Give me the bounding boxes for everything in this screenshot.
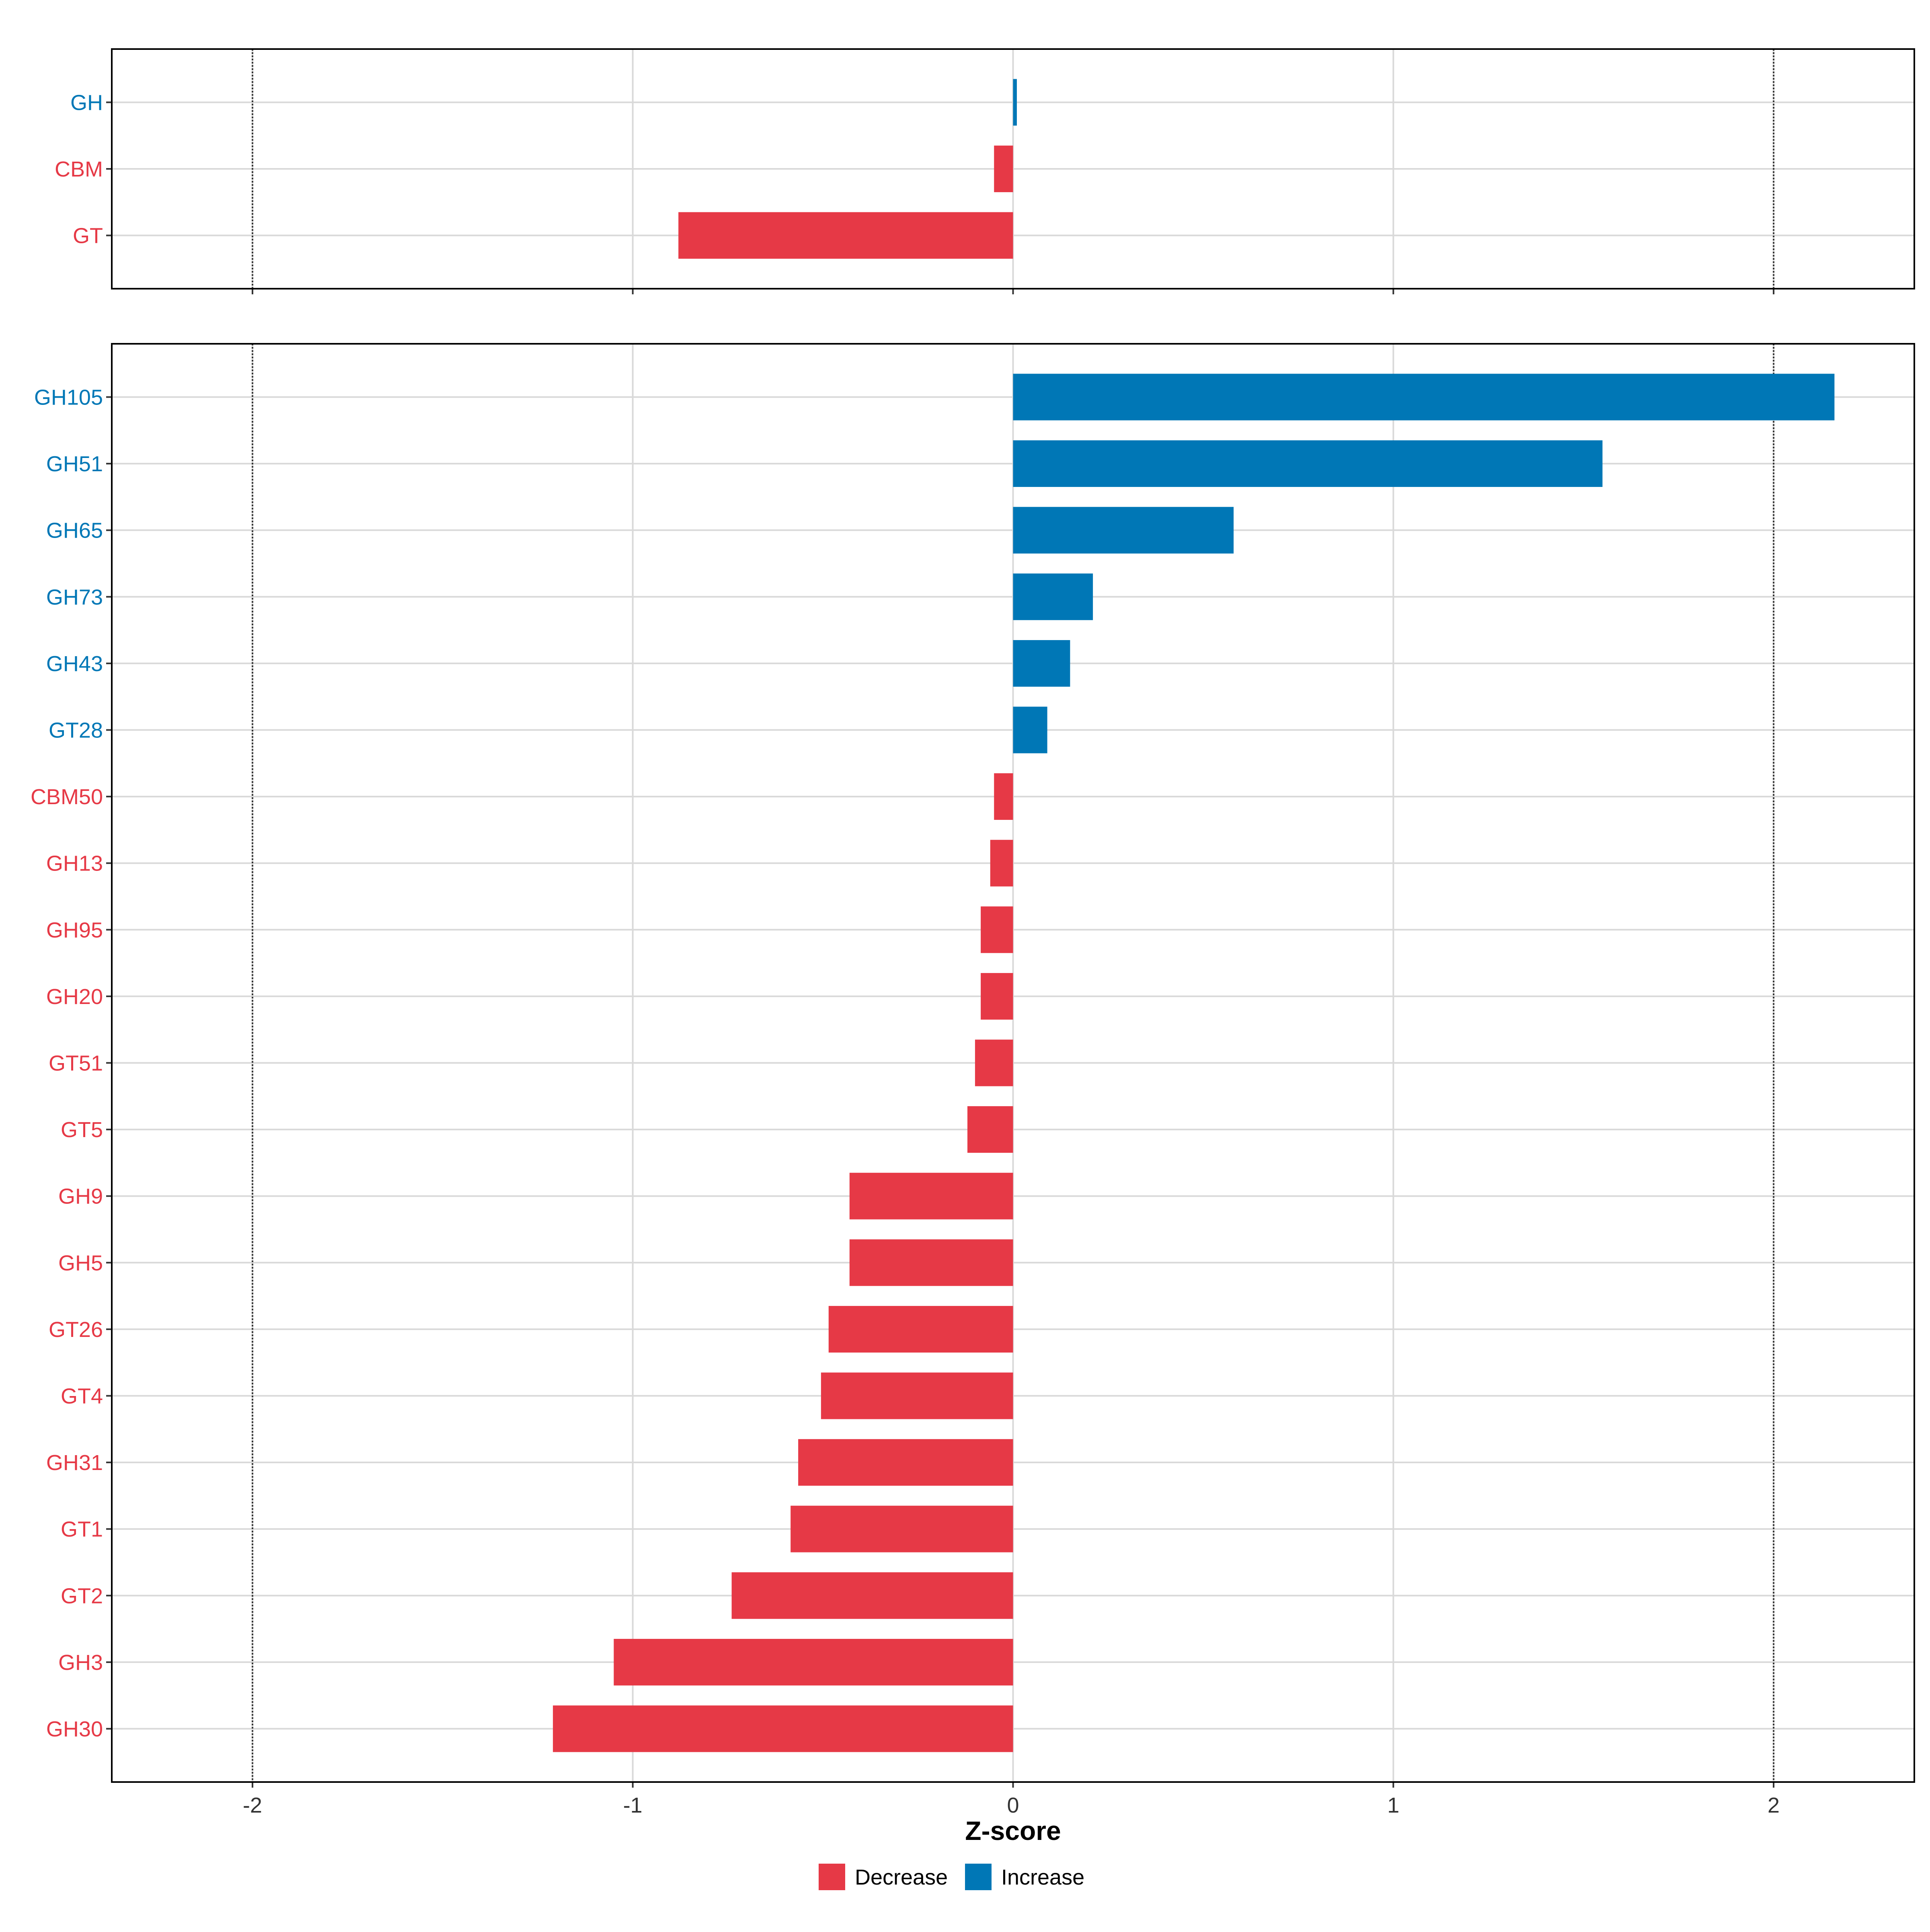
bar-gt2 [731,1572,1013,1619]
category-label: GH43 [46,652,103,676]
x-tick-label: -1 [623,1793,643,1817]
category-label: GT2 [61,1584,103,1608]
bar-gt26 [828,1306,1013,1353]
category-label: GH30 [46,1717,103,1741]
bar-gh9 [849,1172,1013,1220]
bar-gh73 [1013,573,1093,620]
category-label: GT28 [49,718,103,742]
category-label: GH95 [46,918,103,942]
bar-gh [1013,79,1017,126]
legend-label-decrease: Decrease [855,1865,948,1889]
x-tick-label: -2 [243,1793,262,1817]
category-label: GH13 [46,852,103,876]
x-tick-label: 2 [1768,1793,1780,1817]
bar-gh65 [1013,507,1234,554]
bar-gh31 [798,1439,1013,1486]
bar-gh30 [553,1705,1013,1752]
bar-gh3 [614,1638,1013,1686]
category-label: GH5 [58,1251,103,1275]
bar-gh105 [1013,374,1835,421]
bar-gt1 [790,1505,1013,1552]
legend-swatch-increase [965,1864,992,1890]
category-label: GH65 [46,519,103,543]
category-label: CBM50 [31,785,103,809]
category-label: GH31 [46,1451,103,1475]
bar-gt51 [975,1039,1013,1086]
bar-cbm [994,146,1013,192]
bar-gh13 [990,840,1013,887]
x-tick-label: 0 [1007,1793,1019,1817]
category-label: GT51 [49,1051,103,1076]
bar-gh95 [981,906,1013,953]
category-label: GT [73,224,103,248]
panel-border [111,343,1915,1783]
category-label: GT1 [61,1517,103,1542]
category-label: CBM [55,157,103,181]
bar-cbm50 [994,773,1013,820]
legend-swatch-decrease [819,1864,845,1890]
category-label: GH51 [46,452,103,476]
category-label: GH9 [58,1185,103,1209]
bar-gt5 [967,1106,1013,1153]
category-label: GH3 [58,1651,103,1675]
bar-gt [678,212,1013,259]
legend-label-increase: Increase [1001,1865,1084,1889]
bar-gh20 [981,973,1013,1020]
bar-gh5 [849,1239,1013,1286]
bar-gh51 [1013,440,1603,487]
x-axis-title: Z-score [965,1816,1061,1846]
bar-gt4 [821,1372,1013,1419]
bar-gt28 [1013,706,1047,754]
category-label: GT26 [49,1318,103,1342]
category-label: GH105 [34,385,103,409]
category-label: GT5 [61,1118,103,1142]
bar-gh43 [1013,640,1070,687]
category-label: GH20 [46,985,103,1009]
panel-border [111,48,1915,289]
category-label: GH73 [46,585,103,609]
x-tick-label: 1 [1387,1793,1399,1817]
category-label: GT4 [61,1384,103,1408]
category-label: GH [70,90,103,115]
